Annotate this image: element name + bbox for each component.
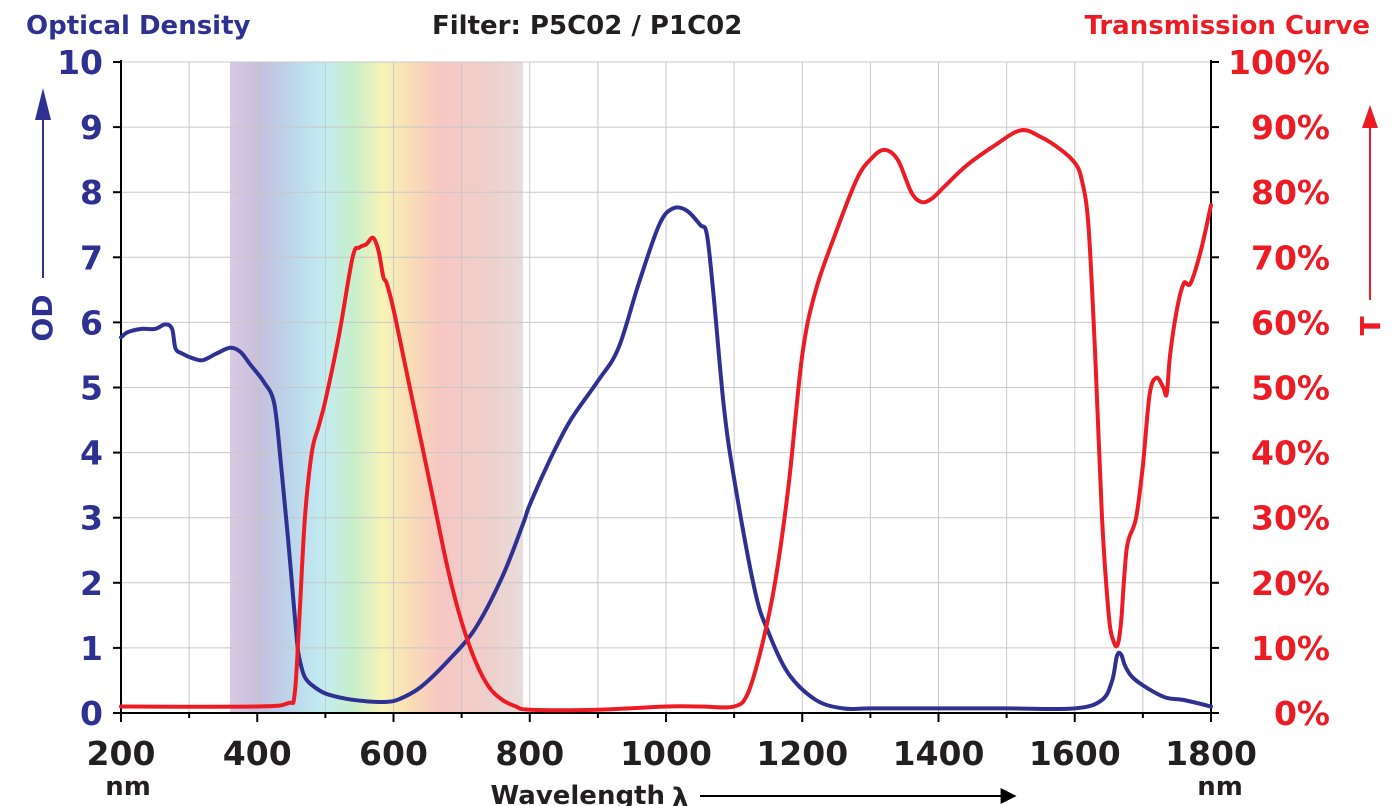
right-tick-label: 0% — [1274, 694, 1330, 733]
right-tick-label: 10% — [1251, 629, 1330, 668]
x-axis-label: Wavelength — [491, 781, 665, 806]
x-tick-label: 1000 — [620, 734, 712, 773]
left-tick-labels: 0 1 2 3 4 5 6 7 8 9 10 — [57, 43, 103, 733]
right-axis-label: T — [1354, 316, 1387, 335]
transmission-curve-line — [119, 128, 1213, 713]
right-tick-label: 50% — [1251, 369, 1330, 408]
right-tick-label: 90% — [1251, 108, 1330, 147]
left-tick-label: 1 — [80, 629, 103, 668]
left-title: Optical Density — [26, 11, 251, 41]
optical-density-line — [119, 205, 1213, 712]
x-tick-label: 400 — [223, 734, 292, 773]
x-tick-label: 1200 — [756, 734, 848, 773]
axes — [113, 60, 1219, 722]
chart-title: Filter: P5C02 / P1C02 — [432, 11, 742, 41]
right-tick-label: 20% — [1251, 564, 1330, 603]
series-lines — [119, 128, 1213, 713]
right-tick-label: 40% — [1251, 434, 1330, 473]
x-tick-label: 1400 — [893, 734, 985, 773]
t-arrow — [1362, 105, 1378, 128]
x-tick-labels: 200 400 600 800 1000 1200 1400 1600 1800 — [87, 734, 1257, 773]
left-axis-label-group: OD — [26, 88, 59, 342]
x-tick-label: 1800 — [1165, 734, 1257, 773]
x-tick-label: 1600 — [1029, 734, 1121, 773]
right-title: Transmission Curve — [1084, 11, 1370, 41]
right-tick-label: 80% — [1251, 173, 1330, 212]
x-tick-label: 600 — [359, 734, 428, 773]
x-unit-right: nm — [1197, 772, 1243, 802]
left-tick-label: 8 — [80, 173, 103, 212]
x-tick-label: 800 — [495, 734, 564, 773]
x-axis-label-group: Wavelength λ — [491, 781, 1017, 806]
left-tick-label: 9 — [80, 108, 103, 147]
left-axis-label: OD — [26, 294, 59, 341]
right-axis-label-group: T — [1354, 105, 1387, 336]
left-tick-label: 0 — [80, 694, 103, 733]
left-tick-label: 10 — [57, 43, 103, 82]
left-tick-label: 5 — [80, 369, 103, 408]
left-tick-label: 6 — [80, 303, 103, 342]
right-tick-labels: 0% 10% 20% 30% 40% 50% 60% 70% 80% 90% 100% — [1228, 43, 1330, 733]
left-tick-label: 3 — [80, 499, 103, 538]
grid-lines — [120, 61, 1212, 714]
right-tick-label: 60% — [1251, 303, 1330, 342]
left-tick-label: 4 — [80, 434, 103, 473]
right-tick-label: 70% — [1251, 238, 1330, 277]
left-tick-label: 7 — [80, 238, 103, 277]
od-arrow — [35, 88, 51, 120]
x-axis-symbol: λ — [672, 783, 688, 806]
right-tick-label: 30% — [1251, 499, 1330, 538]
x-unit-left: nm — [105, 772, 151, 802]
x-tick-label: 200 — [87, 734, 156, 773]
right-tick-label: 100% — [1228, 43, 1330, 82]
left-tick-label: 2 — [80, 564, 103, 603]
